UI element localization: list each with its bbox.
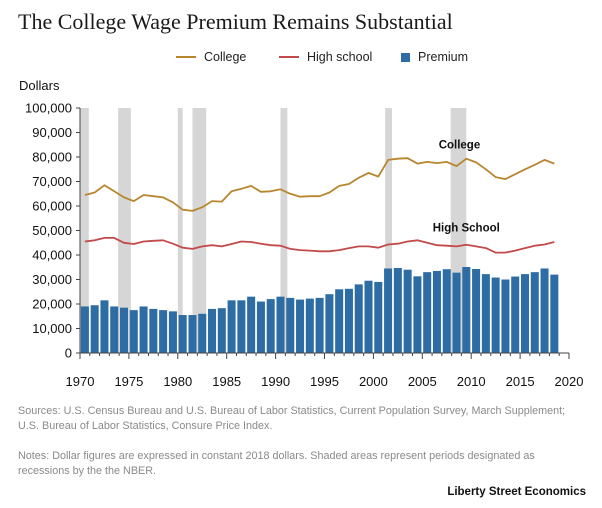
legend-label-college: College <box>204 50 247 64</box>
legend-swatch-premium <box>401 52 410 62</box>
premium-bar <box>491 277 500 353</box>
y-tick-label: 60,000 <box>32 199 72 214</box>
premium-bar <box>472 268 481 353</box>
premium-bar <box>550 274 559 353</box>
premium-bar <box>120 307 129 353</box>
recession-band <box>80 108 89 353</box>
premium-bar <box>178 315 187 353</box>
y-tick-label: 40,000 <box>32 248 72 263</box>
premium-bar <box>432 270 441 353</box>
premium-bar <box>305 298 314 353</box>
y-tick-label: 80,000 <box>32 150 72 165</box>
y-tick-label: 10,000 <box>32 321 72 336</box>
legend-item-high-school: High school <box>279 46 372 68</box>
premium-bar <box>217 308 226 353</box>
x-tick-label: 2015 <box>506 374 535 389</box>
y-axis-label: Dollars <box>19 78 60 93</box>
premium-bar <box>266 299 275 353</box>
premium-bar <box>344 288 353 353</box>
y-tick-label: 50,000 <box>32 223 72 238</box>
legend: College High school Premium <box>0 46 602 68</box>
y-tick-label: 30,000 <box>32 272 72 287</box>
premium-bar <box>520 274 529 353</box>
x-tick-label: 2000 <box>359 374 388 389</box>
legend-label-high-school: High school <box>307 50 373 64</box>
premium-bar <box>256 301 265 353</box>
premium-bar <box>90 305 99 353</box>
premium-bar <box>315 297 324 353</box>
series-annotation: High School <box>433 223 500 235</box>
chart-plot: 0 10,000 20,000 30,000 40,000 50,000 60,000 70,… <box>25 101 584 390</box>
premium-bar <box>237 300 246 353</box>
recession-band <box>385 108 392 353</box>
premium-bar <box>227 300 236 353</box>
premium-bar <box>530 272 539 353</box>
credit-label: Liberty Street Economics <box>447 486 586 498</box>
premium-bar <box>423 272 432 353</box>
premium-bar <box>374 281 383 353</box>
legend-swatch-high-school <box>279 56 299 58</box>
recession-band <box>280 108 288 353</box>
premium-bar <box>208 308 217 353</box>
legend-swatch-college <box>176 56 196 58</box>
premium-bar <box>393 267 402 353</box>
recession-band <box>192 108 207 353</box>
chart-title: The College Wage Premium Remains Substan… <box>18 9 453 34</box>
premium-bar <box>442 269 451 353</box>
premium-bar <box>159 310 168 353</box>
x-tick-label: 2020 <box>555 374 584 389</box>
premium-bar <box>296 299 305 353</box>
premium-bar <box>462 267 471 353</box>
high-school-line <box>84 236 555 254</box>
y-tick-label: 0 <box>65 346 72 361</box>
premium-bar <box>501 279 510 353</box>
sources-note: Sources: U.S. Census Bureau and U.S. Bur… <box>18 405 566 432</box>
x-tick-label: 2010 <box>457 374 486 389</box>
legend-item-premium: Premium <box>401 46 468 68</box>
x-tick-label: 1995 <box>310 374 339 389</box>
premium-bar <box>247 296 256 353</box>
premium-bar <box>80 306 89 353</box>
premium-bar <box>286 297 295 353</box>
series-annotation: College <box>439 139 481 151</box>
premium-bar <box>325 294 334 353</box>
premium-bar <box>198 313 207 353</box>
x-tick-label: 1980 <box>163 374 192 389</box>
x-tick-label: 1975 <box>114 374 143 389</box>
legend-item-college: College <box>176 46 246 68</box>
premium-bar <box>403 269 412 353</box>
premium-bar <box>149 308 158 353</box>
premium-bar <box>481 274 490 353</box>
legend-label-premium: Premium <box>418 50 469 64</box>
premium-bar <box>276 296 285 353</box>
notes-text: Notes: Dollar figures are expressed in c… <box>18 450 535 477</box>
x-tick-label: 1990 <box>261 374 290 389</box>
premium-bar <box>335 289 344 353</box>
premium-bar <box>110 306 119 353</box>
recession-band <box>118 108 131 353</box>
y-tick-label: 100,000 <box>25 101 72 116</box>
x-tick-label: 1970 <box>66 374 95 389</box>
premium-bar <box>354 284 363 353</box>
premium-bar <box>452 272 461 353</box>
premium-bar <box>188 315 197 353</box>
y-tick-label: 70,000 <box>32 174 72 189</box>
premium-bar <box>364 280 373 353</box>
premium-bar <box>168 311 177 353</box>
premium-bar <box>511 276 520 353</box>
x-tick-label: 2005 <box>408 374 437 389</box>
premium-bar <box>384 268 393 353</box>
premium-bar <box>100 300 109 353</box>
y-tick-label: 20,000 <box>32 297 72 312</box>
college-line <box>84 157 555 212</box>
premium-bar <box>129 310 138 353</box>
x-tick-label: 1985 <box>212 374 241 389</box>
recession-band <box>177 108 183 353</box>
premium-bar <box>413 276 422 353</box>
y-tick-label: 90,000 <box>32 125 72 140</box>
premium-bar <box>540 268 549 353</box>
premium-bar <box>139 306 148 353</box>
